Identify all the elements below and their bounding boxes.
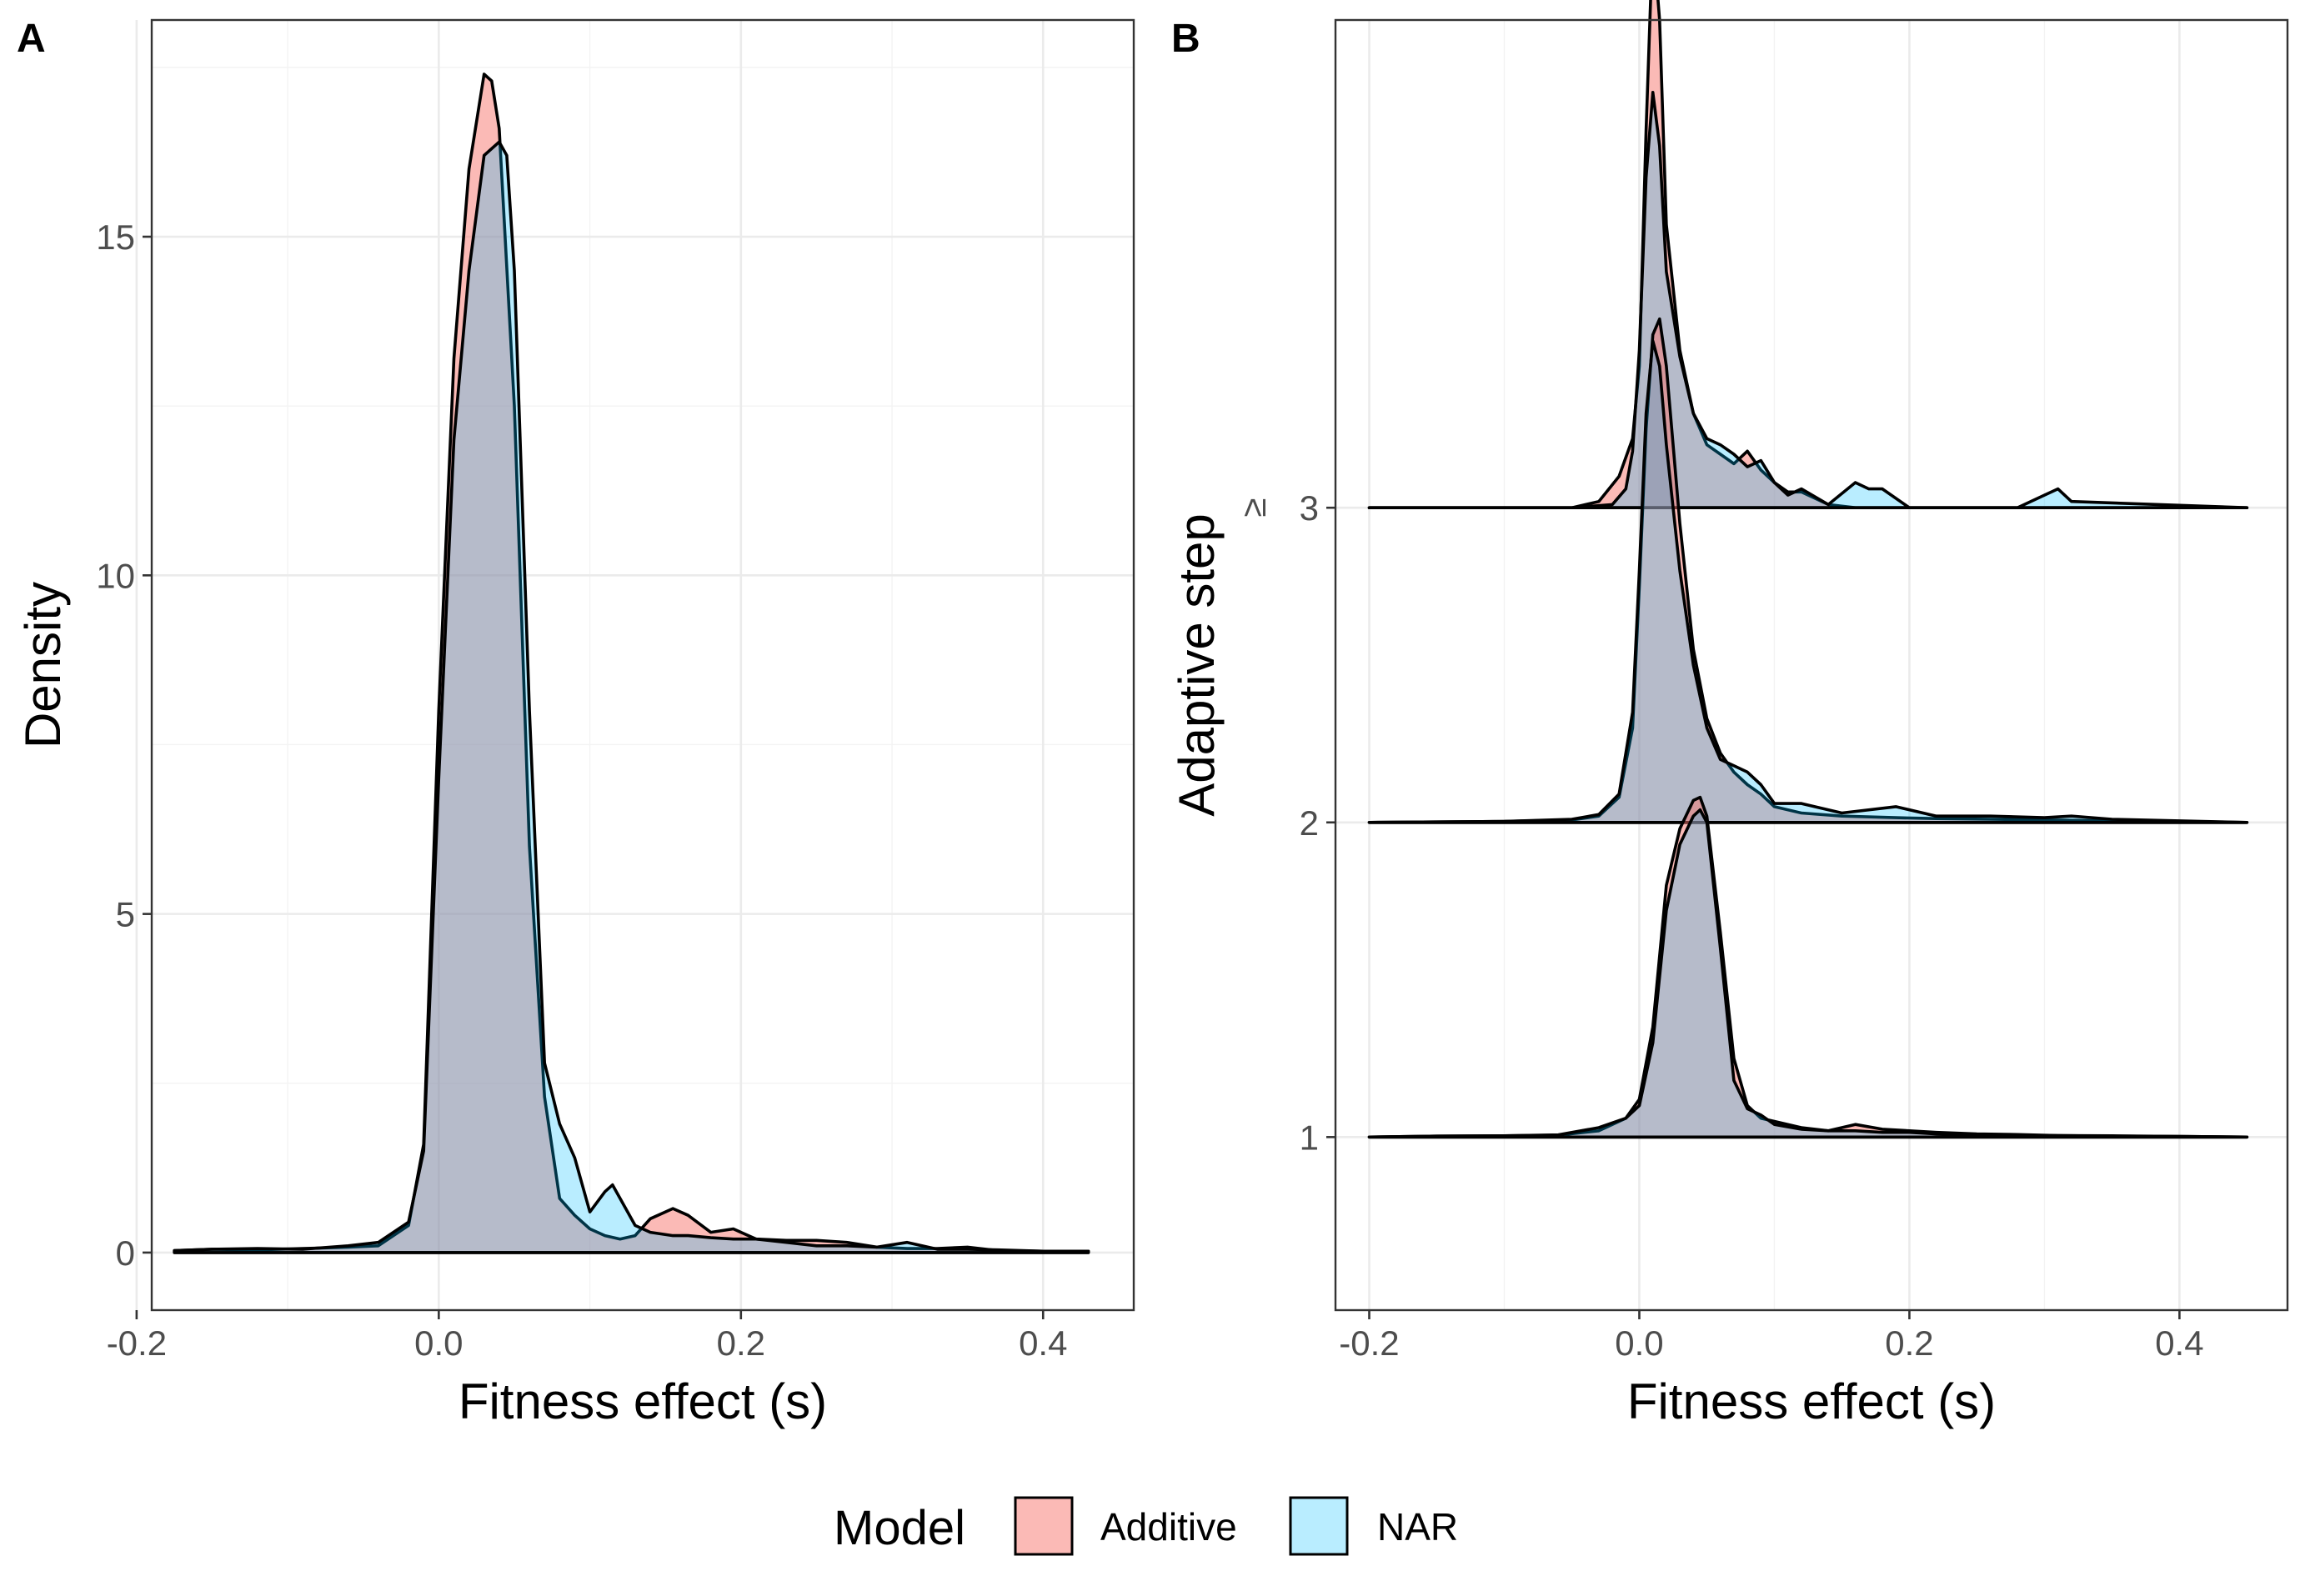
panel-b-x-tick-label: 0.4 [2155,1323,2203,1363]
panel-b-ridge-2 [1367,317,2249,824]
panel-a-density-nar [173,140,1090,1254]
legend-key-additive [1014,1496,1074,1556]
panel-a-x-tick-label: 0.4 [1019,1323,1067,1363]
panel-b-density-2-additive [1367,317,2249,824]
legend-key-nar [1289,1496,1349,1556]
panel-a-letter: A [17,17,46,61]
panel-b-x-tick-label: 0.0 [1615,1323,1663,1363]
panel-b-series [1367,0,2249,1139]
panel-a-series [173,73,1090,1254]
panel-b-density-1-nar [1367,808,2249,1139]
panel-b-y-title: Adaptive step [1169,513,1225,817]
panel-a-x-tick-label: 0.0 [414,1323,463,1363]
panel-b-letter: B [1171,17,1200,61]
legend-label-nar: NAR [1377,1505,1458,1548]
panel-a-x-axis: -0.2 0.0 0.2 0.4 [107,1310,1067,1363]
legend: Model Additive NAR [834,1496,1458,1556]
panel-b-y-tick-label: 1 [1300,1118,1319,1157]
panel-b-y-axis: 1 2 3 ≥ [1234,488,1335,1157]
panel-a-x-title: Fitness effect (s) [458,1373,827,1429]
panel-a-border [150,18,1135,1312]
panel-a-y-tick-label: 0 [116,1233,135,1273]
panel-a-y-title: Density [15,582,71,748]
panel-b-x-axis: -0.2 0.0 0.2 0.4 [1339,1310,2204,1363]
panel-b-border [1334,18,2289,1312]
panel-a-y-tick-label: 15 [96,218,135,257]
panel-b-y-tick-label: 3 [1300,488,1319,528]
panel-a-x-tick-label: 0.2 [717,1323,765,1363]
panel-b-x-tick-label: 0.2 [1885,1323,1933,1363]
panel-a-y-axis: 0 5 10 15 [96,218,152,1273]
panel-a-y-tick-label: 10 [96,556,135,595]
legend-label-additive: Additive [1100,1505,1237,1548]
panel-b-ridge-3 [1367,0,2249,510]
legend-title: Model [834,1501,965,1555]
panel-b-ridge-1 [1367,795,2249,1139]
panel-b: B -0.2 0.0 0.2 0.4 123≥ Fitness effect (s) … [1169,0,2289,1429]
panel-b-y-tick-symbol: ≥ [1234,498,1273,518]
panel-b-x-tick-label: -0.2 [1339,1323,1399,1363]
panel-b-y-tick-label: 2 [1300,803,1319,843]
panel-b-density-2-nar [1367,339,2249,824]
panel-a-density-additive [173,73,1090,1254]
panel-a-grid [135,20,1134,1310]
panel-b-x-title: Fitness effect (s) [1627,1373,1996,1429]
panel-a: A -0.2 0.0 0.2 0.4 0 5 10 15 Fitness effect (s… [15,17,1135,1429]
panel-a-x-tick-label: -0.2 [107,1323,167,1363]
panel-a-y-tick-label: 5 [116,895,135,934]
